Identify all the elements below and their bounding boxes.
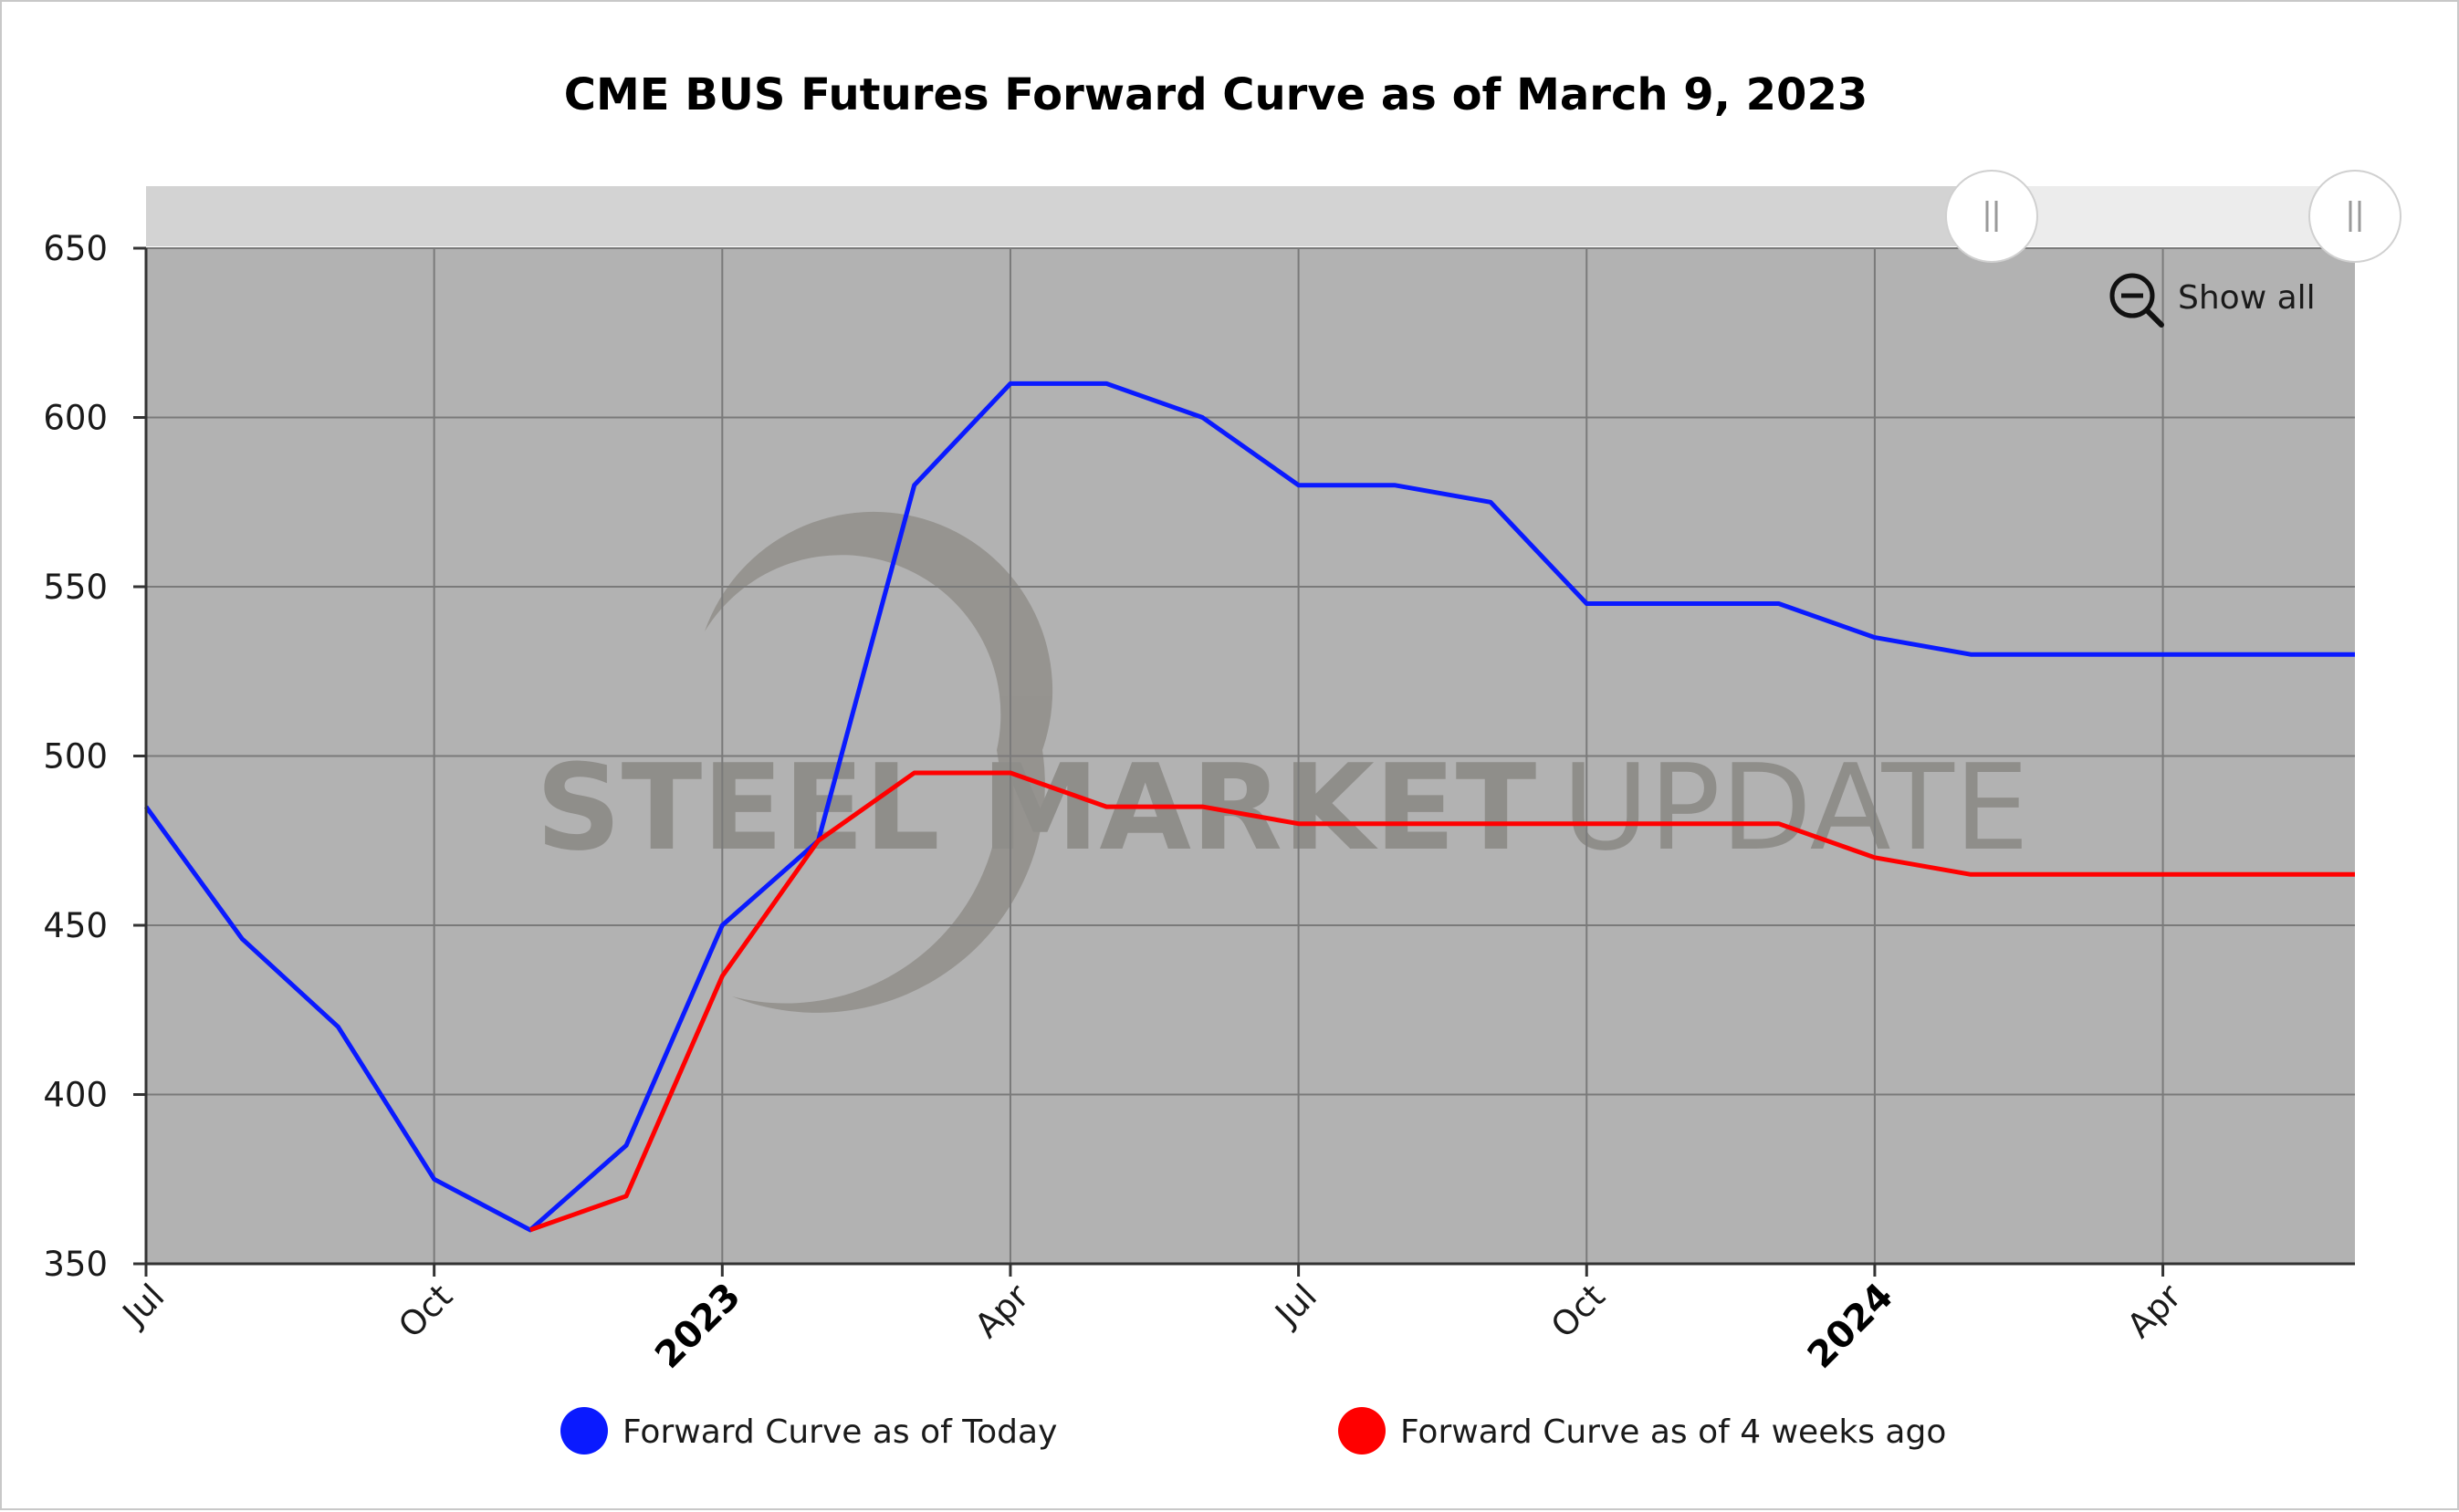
x-tick-label: Apr	[968, 1276, 1037, 1345]
y-tick-label: 400	[43, 1076, 108, 1115]
legend: Forward Curve as of Today Forward Curve a…	[560, 1407, 1946, 1455]
x-tick-label: Oct	[391, 1277, 460, 1346]
y-tick-label: 450	[43, 906, 108, 945]
series-group	[143, 381, 2355, 1233]
x-tick-label: Oct	[1543, 1277, 1613, 1346]
show-all-button[interactable]: Show all	[2099, 266, 2328, 330]
grip-handle-icon	[2349, 201, 2361, 232]
grip-handle-icon	[1985, 201, 1998, 232]
y-tick-label: 650	[43, 229, 108, 268]
y-tick-labels: 350 400 450 500 550 600 650	[43, 229, 146, 1284]
legend-label: Forward Curve as of 4 weeks ago	[1400, 1413, 1946, 1451]
series-line-1	[143, 381, 2355, 1233]
x-tick-label: Apr	[2119, 1276, 2189, 1345]
x-tick-label: Jul	[1267, 1277, 1324, 1334]
navigator-selected-range[interactable]	[1992, 186, 2355, 246]
legend-swatch	[560, 1407, 608, 1455]
x-tick-labels: Jul Oct 2023 Apr Jul Oct 2024 Apr	[114, 1264, 2189, 1377]
y-tick-label: 600	[43, 399, 108, 438]
chart-title: CME BUS Futures Forward Curve as of Marc…	[564, 69, 1868, 120]
grid	[146, 247, 2355, 1264]
x-tick-label: 2023	[647, 1276, 748, 1377]
watermark-light-text: UPDATE	[1562, 738, 2029, 877]
show-all-label: Show all	[2178, 279, 2316, 317]
x-tick-label: 2024	[1800, 1276, 1901, 1377]
legend-swatch	[1338, 1407, 1386, 1455]
watermark-text: STEEL MARKET UPDATE	[536, 738, 2029, 877]
series-line-2	[529, 770, 2355, 1233]
x-tick-label: Jul	[114, 1277, 172, 1334]
navigator-right-handle[interactable]	[2308, 170, 2401, 263]
y-tick-label: 500	[43, 737, 108, 777]
legend-item-2[interactable]: Forward Curve as of 4 weeks ago	[1338, 1407, 1946, 1455]
zoom-out-icon	[2109, 273, 2164, 328]
y-tick-label: 550	[43, 568, 108, 607]
legend-item-1[interactable]: Forward Curve as of Today	[560, 1407, 1057, 1455]
y-tick-label: 350	[43, 1245, 108, 1284]
watermark-bold-text: STEEL MARKET	[536, 738, 1536, 877]
steel-market-update-watermark: STEEL MARKET UPDATE	[536, 511, 2029, 1013]
navigator-left-handle[interactable]	[1945, 170, 2038, 263]
legend-label: Forward Curve as of Today	[623, 1413, 1057, 1451]
